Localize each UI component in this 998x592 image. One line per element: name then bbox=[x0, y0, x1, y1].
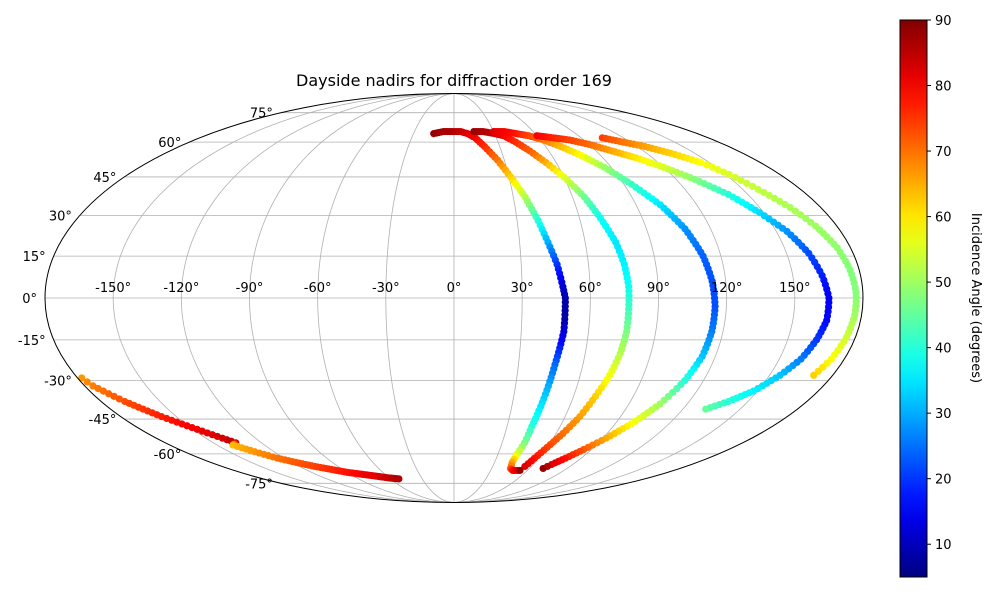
latitude-tick-label: -60° bbox=[154, 448, 182, 463]
chart-title: Dayside nadirs for diffraction order 169 bbox=[296, 71, 612, 90]
data-point bbox=[776, 197, 784, 205]
data-point bbox=[83, 378, 91, 386]
longitude-gridline bbox=[453, 93, 796, 503]
data-point bbox=[719, 168, 728, 176]
longitude-gridline bbox=[112, 93, 455, 503]
latitude-tick-labels: -75° -60° -45° -30° -15° 0° 15° 30° 45° 60° 75° bbox=[18, 107, 273, 493]
data-point bbox=[802, 214, 810, 223]
data-point bbox=[797, 211, 805, 219]
colorbar-tick-label: 30 bbox=[935, 407, 952, 422]
colorbar-tick-label: 70 bbox=[935, 145, 952, 160]
data-points bbox=[78, 127, 860, 483]
data-point bbox=[697, 158, 705, 167]
data-point bbox=[539, 464, 547, 473]
data-point bbox=[760, 188, 768, 196]
longitude-tick-label: 60° bbox=[579, 281, 602, 296]
colorbar-tick-label: 20 bbox=[935, 473, 952, 488]
data-point bbox=[737, 176, 745, 184]
longitude-gridline bbox=[453, 93, 523, 503]
longitude-tick-label: -30° bbox=[372, 281, 400, 296]
data-point bbox=[743, 179, 751, 187]
latitude-tick-label: 15° bbox=[23, 250, 46, 265]
latitude-tick-label: 60° bbox=[158, 136, 181, 151]
graticule bbox=[45, 93, 863, 503]
data-point bbox=[731, 173, 739, 182]
colorbar-tick-label: 50 bbox=[935, 276, 952, 291]
data-point bbox=[110, 392, 118, 400]
data-point bbox=[105, 390, 113, 398]
map-outline bbox=[44, 93, 864, 503]
data-point bbox=[725, 170, 733, 179]
data-point bbox=[770, 194, 779, 202]
longitude-tick-label: -150° bbox=[95, 281, 131, 296]
data-point bbox=[516, 466, 524, 475]
colorbar-label: Incidence Angle (degrees) bbox=[968, 213, 983, 383]
data-point bbox=[395, 475, 403, 483]
data-point bbox=[702, 161, 711, 169]
longitude-gridline bbox=[317, 93, 455, 503]
data-point bbox=[702, 405, 710, 413]
latitude-tick-label: -30° bbox=[44, 375, 72, 390]
colorbar-bar bbox=[899, 19, 928, 578]
longitude-tick-label: -120° bbox=[163, 281, 199, 296]
data-point bbox=[521, 462, 529, 471]
colorbar-tick-label: 40 bbox=[935, 342, 952, 357]
longitude-tick-label: 150° bbox=[779, 281, 810, 296]
longitude-gridline bbox=[385, 93, 455, 503]
longitude-tick-label: 90° bbox=[647, 281, 670, 296]
colorbar-tick-label: 80 bbox=[935, 80, 952, 95]
colorbar-ticks: 10 20 30 40 50 60 70 80 90 bbox=[927, 14, 952, 553]
data-point bbox=[807, 218, 815, 226]
data-point bbox=[115, 395, 123, 403]
data-point bbox=[781, 200, 789, 209]
longitude-gridline bbox=[180, 93, 455, 503]
longitude-tick-label: 0° bbox=[447, 281, 462, 296]
colorbar-tick-label: 90 bbox=[935, 14, 952, 29]
data-point bbox=[708, 163, 716, 171]
latitude-tick-label: -15° bbox=[18, 334, 46, 349]
latitude-tick-label: 0° bbox=[22, 292, 37, 307]
colorbar-tick-label: 60 bbox=[935, 211, 952, 226]
colorbar-tick-label: 10 bbox=[935, 538, 952, 553]
data-point bbox=[78, 374, 86, 382]
longitude-gridline bbox=[249, 93, 455, 503]
data-point bbox=[765, 191, 773, 199]
longitude-tick-label: -90° bbox=[236, 281, 264, 296]
data-point bbox=[786, 203, 794, 212]
latitude-tick-label: 75° bbox=[250, 107, 273, 122]
longitude-tick-label: 30° bbox=[511, 281, 534, 296]
latitude-tick-label: 30° bbox=[49, 209, 72, 224]
longitude-tick-label: 120° bbox=[711, 281, 742, 296]
data-point bbox=[810, 371, 818, 379]
data-point bbox=[791, 207, 800, 215]
latitude-tick-label: -75° bbox=[245, 477, 273, 492]
longitude-tick-labels: -150° -120° -90° -60° -30° 0° 30° 60° 90° 120° 150… bbox=[95, 281, 810, 296]
data-point bbox=[754, 185, 762, 194]
latitude-tick-label: 45° bbox=[93, 171, 116, 186]
data-point bbox=[748, 182, 757, 190]
colorbar: 10 20 30 40 50 60 70 80 90 Incidence Angle (degr… bbox=[899, 14, 983, 578]
longitude-tick-label: -60° bbox=[304, 281, 332, 296]
data-point bbox=[714, 166, 722, 174]
latitude-tick-label: -45° bbox=[89, 413, 117, 428]
